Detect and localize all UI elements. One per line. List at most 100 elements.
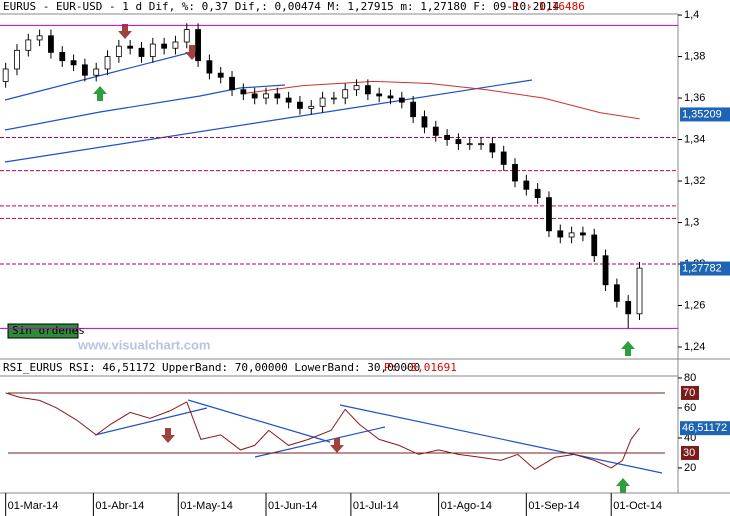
candle-body	[70, 60, 77, 66]
candle-body	[104, 56, 111, 70]
candle-body	[613, 284, 620, 302]
candle-body	[149, 43, 156, 57]
value-tag-label: 1,27782	[682, 262, 722, 274]
candle-body	[297, 101, 303, 109]
x-tick-label: 01-Mar-14	[8, 500, 59, 512]
trendline	[4, 51, 193, 101]
candle-body	[206, 60, 213, 74]
candle-body	[636, 267, 643, 315]
candle-body	[59, 51, 66, 62]
x-tick-label: 01-May-14	[180, 500, 233, 512]
candle-body	[263, 93, 269, 99]
candle-body	[546, 197, 552, 232]
candle-body	[342, 89, 349, 99]
band-tag	[681, 445, 699, 460]
sell-arrow	[330, 438, 344, 453]
candle-body	[274, 93, 281, 99]
candle-body	[376, 93, 383, 97]
candle-body	[240, 89, 247, 95]
rsi-p: P: -3,01691	[384, 361, 457, 374]
band-tag-label: 30	[683, 447, 695, 459]
candle-body	[625, 300, 632, 315]
trendline	[339, 404, 663, 474]
candle-body	[444, 134, 450, 140]
y-tick-label: 20	[684, 462, 696, 474]
candle-body	[251, 93, 258, 99]
trendline	[254, 426, 386, 458]
candle-body	[48, 35, 54, 53]
y-tick-label: 1,24	[684, 341, 705, 353]
candle-body	[512, 164, 518, 182]
price-p: P : 1,16486	[512, 0, 585, 13]
candle-body	[489, 143, 496, 153]
y-tick-label: 1,38	[684, 50, 705, 62]
candle-body	[387, 95, 394, 99]
candle-body	[432, 126, 439, 136]
x-tick-label: 01-Jun-14	[268, 500, 318, 512]
moving-average	[240, 80, 640, 120]
candle-body	[183, 29, 190, 43]
x-tick-label: 01-Jul-14	[353, 500, 399, 512]
candle-body	[93, 68, 100, 76]
candle-body	[410, 101, 417, 118]
trendline	[94, 407, 208, 436]
arrows	[93, 24, 635, 493]
candle-body	[36, 35, 43, 41]
y-tick-label: 60	[684, 402, 696, 414]
candle-body	[115, 45, 122, 57]
sell-arrow	[185, 45, 199, 60]
value-tag-label: 46,51172	[682, 422, 727, 434]
candle-body	[353, 85, 360, 91]
candle-body	[14, 49, 20, 70]
y-tick-label: 1,26	[684, 299, 705, 311]
buy-arrow	[621, 341, 635, 356]
candle-body	[319, 97, 326, 107]
candle-body	[398, 97, 405, 103]
candle-body	[229, 76, 235, 91]
candle-body	[421, 116, 428, 128]
value-tag-label: 1,35209	[682, 108, 722, 120]
candle-body	[172, 41, 179, 49]
candle-body	[580, 232, 586, 236]
y-tick-label: 1,3	[684, 216, 699, 228]
trendline	[4, 84, 286, 131]
x-tick-label: 01-Abr-14	[95, 500, 144, 512]
y-tick-label: 1,4	[684, 9, 699, 21]
order-label: Sin ordenes	[12, 324, 85, 337]
sell-arrow	[161, 428, 175, 443]
value-tag	[680, 261, 730, 276]
x-tick-label: 01-Ago-14	[441, 500, 492, 512]
band-tag-label: 70	[683, 387, 695, 399]
price-header: EURUS - EUR-USD - 1 d Dif, %: 0,37 Dif,:…	[3, 0, 560, 13]
candle-body	[466, 143, 473, 146]
watermark: www.visualchart.com	[77, 337, 210, 352]
y-tick-label: 80	[684, 372, 696, 384]
buy-arrow	[616, 478, 630, 493]
candle-body	[557, 230, 564, 238]
value-tag	[680, 107, 730, 122]
candle-body	[217, 72, 224, 78]
candle-body	[568, 232, 575, 238]
trendlines	[4, 51, 663, 474]
candle-body	[534, 188, 541, 199]
candle-body	[331, 97, 337, 100]
candle-body	[127, 45, 134, 49]
y-tick-label: 1,34	[684, 133, 705, 145]
candle-body	[523, 180, 530, 190]
candle-body	[455, 139, 462, 145]
candle-body	[602, 255, 609, 286]
x-tick-label: 01-Sep-14	[528, 500, 579, 512]
candle-body	[195, 29, 201, 62]
trendline	[187, 399, 331, 443]
candle-body	[161, 43, 168, 49]
band-tag	[681, 385, 699, 400]
candle-body	[285, 97, 292, 103]
candle-body	[138, 47, 145, 57]
candle-body	[308, 105, 315, 109]
rsi-header: RSI_EURUS RSI: 46,51172 UpperBand: 70,00…	[3, 361, 420, 374]
candle-body	[2, 68, 9, 82]
value-tag	[680, 421, 730, 436]
candle-body	[81, 64, 88, 76]
